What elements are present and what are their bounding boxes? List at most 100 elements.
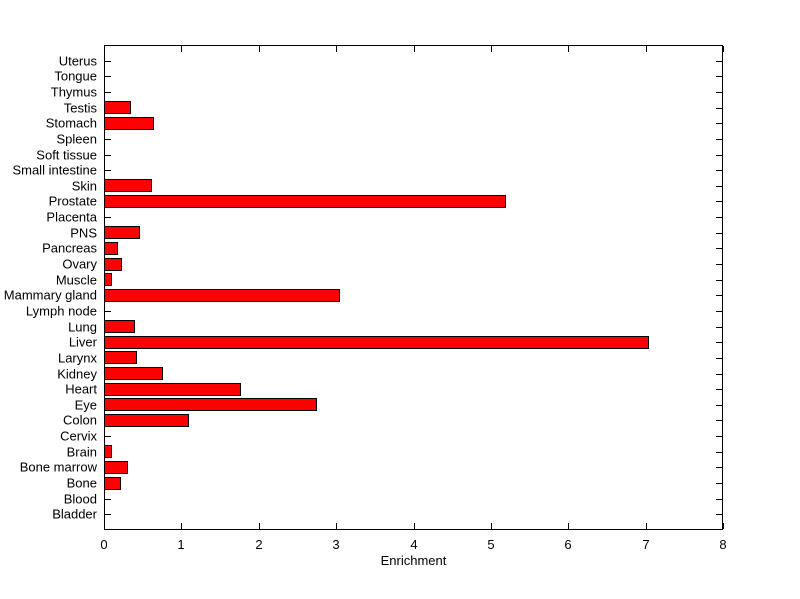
x-tick-mark <box>491 46 492 52</box>
y-tick-label: Larynx <box>57 350 97 366</box>
y-tick-label: Stomach <box>45 115 97 131</box>
y-tick-label: Colon <box>63 412 97 428</box>
bar <box>104 179 152 192</box>
x-tick-mark <box>259 523 260 529</box>
y-tick-mark <box>716 358 722 359</box>
bar <box>104 320 135 333</box>
y-tick-label: Placenta <box>46 209 97 225</box>
y-tick-mark <box>716 108 722 109</box>
y-tick-mark <box>716 342 722 343</box>
y-tick-mark <box>716 436 722 437</box>
x-tick-mark <box>568 523 569 529</box>
bar <box>104 398 317 411</box>
y-tick-mark <box>716 61 722 62</box>
x-tick-mark <box>491 523 492 529</box>
y-tick-label: Lung <box>68 319 97 335</box>
y-tick-label: Soft tissue <box>36 147 97 163</box>
x-tick-label: 3 <box>332 537 340 552</box>
x-tick-label: 8 <box>719 537 727 552</box>
bar <box>104 226 140 239</box>
y-tick-mark <box>716 186 722 187</box>
bar <box>104 351 137 364</box>
x-tick-mark <box>181 523 182 529</box>
y-tick-mark <box>105 170 111 171</box>
y-tick-mark <box>716 389 722 390</box>
bar <box>104 477 121 490</box>
y-tick-mark <box>716 155 722 156</box>
bar <box>104 336 649 349</box>
x-axis-title: Enrichment <box>380 553 447 568</box>
y-tick-label: Small intestine <box>12 162 97 178</box>
y-tick-label: Blood <box>63 491 97 507</box>
x-tick-label: 2 <box>255 537 263 552</box>
y-tick-label: Kidney <box>57 366 97 382</box>
bar <box>104 367 163 380</box>
y-tick-mark <box>716 452 722 453</box>
x-tick-mark <box>336 46 337 52</box>
x-tick-mark <box>414 523 415 529</box>
bar <box>104 445 112 458</box>
bar <box>104 383 241 396</box>
bar <box>104 101 131 114</box>
y-tick-label: Brain <box>66 444 97 460</box>
y-tick-mark <box>105 514 111 515</box>
y-tick-label: Eye <box>74 397 97 413</box>
y-tick-label: Skin <box>71 178 97 194</box>
x-tick-mark <box>646 523 647 529</box>
y-tick-label: Cervix <box>60 428 97 444</box>
x-tick-mark <box>104 46 105 52</box>
bar <box>104 117 154 130</box>
bar <box>104 195 506 208</box>
x-tick-mark <box>181 46 182 52</box>
y-tick-mark <box>105 92 111 93</box>
y-tick-label: Liver <box>68 334 97 350</box>
y-tick-mark <box>716 264 722 265</box>
y-tick-mark <box>716 374 722 375</box>
x-tick-mark <box>723 46 724 52</box>
y-tick-mark <box>716 123 722 124</box>
y-tick-mark <box>105 76 111 77</box>
y-tick-mark <box>716 76 722 77</box>
x-tick-mark <box>259 46 260 52</box>
x-tick-label: 6 <box>564 537 572 552</box>
x-tick-label: 0 <box>100 537 108 552</box>
bar <box>104 414 189 427</box>
x-tick-label: 5 <box>487 537 495 552</box>
y-tick-mark <box>105 61 111 62</box>
x-tick-label: 4 <box>410 537 418 552</box>
bar <box>104 289 340 302</box>
y-tick-label: Lymph node <box>25 303 97 319</box>
y-tick-mark <box>716 311 722 312</box>
y-tick-mark <box>716 170 722 171</box>
y-tick-label: Uterus <box>58 53 97 69</box>
y-tick-mark <box>716 514 722 515</box>
y-tick-mark <box>716 201 722 202</box>
y-tick-label: Ovary <box>62 256 97 272</box>
y-tick-label: Bone <box>66 475 97 491</box>
y-tick-label: Spleen <box>56 131 97 147</box>
y-tick-mark <box>716 420 722 421</box>
bar <box>104 242 118 255</box>
y-tick-label: PNS <box>70 225 97 241</box>
x-tick-label: 7 <box>642 537 650 552</box>
y-tick-mark <box>716 295 722 296</box>
y-tick-mark <box>105 139 111 140</box>
y-tick-label: Muscle <box>55 272 97 288</box>
y-tick-mark <box>716 233 722 234</box>
bar <box>104 461 128 474</box>
y-tick-label: Tongue <box>54 68 97 84</box>
y-tick-mark <box>716 217 722 218</box>
y-tick-label: Prostate <box>48 193 97 209</box>
plot-area <box>104 45 723 530</box>
bar <box>104 273 112 286</box>
y-tick-mark <box>716 483 722 484</box>
x-tick-mark <box>336 523 337 529</box>
y-tick-label: Bladder <box>52 506 97 522</box>
x-tick-mark <box>568 46 569 52</box>
y-tick-mark <box>105 217 111 218</box>
y-tick-mark <box>716 405 722 406</box>
y-tick-mark <box>716 280 722 281</box>
bar <box>104 258 122 271</box>
y-tick-mark <box>105 311 111 312</box>
